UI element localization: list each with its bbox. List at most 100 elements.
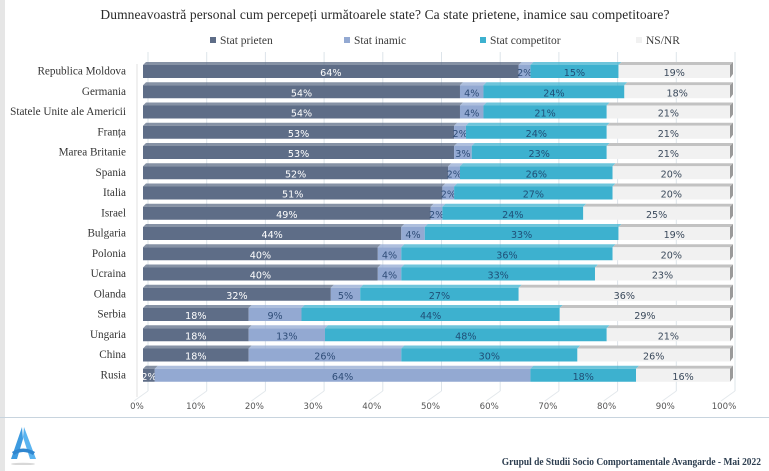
bar-segment-top — [606, 102, 733, 106]
value-label: 36% — [496, 250, 517, 261]
bar-segment-ns-nr — [636, 368, 730, 382]
gridline-floor — [662, 390, 677, 402]
bar-segment-stat-prieten — [143, 328, 249, 342]
bar-segment-top — [624, 82, 733, 86]
bar-segment-top — [612, 183, 733, 187]
bar-segment-stat-competitor — [401, 348, 578, 362]
bar-segment-stat-inamic — [377, 247, 402, 261]
bar-segment-stat-competitor — [459, 166, 613, 180]
category-label: Olanda — [94, 288, 126, 300]
bar-segment-top — [454, 183, 616, 187]
bar-segment-stat-competitor — [471, 146, 607, 159]
bar-segment-top — [618, 62, 733, 65]
bar-segment-stat-prieten — [143, 186, 443, 200]
x-tick-label: 40% — [362, 402, 381, 412]
bar-segment-stat-competitor — [483, 105, 607, 119]
bar-segment-top — [143, 305, 252, 308]
bar-segment-top — [324, 325, 610, 329]
source-credit: Grupul de Studii Socio Comportamentale A… — [501, 457, 761, 468]
bar-segment-stat-prieten — [143, 368, 155, 382]
bar-end-face — [730, 224, 733, 240]
gridline-floor — [427, 390, 442, 402]
value-label: 64% — [332, 372, 353, 383]
bar-segment-stat-inamic — [442, 186, 455, 200]
x-axis-tick-labels: 0% 10% 20% 30% 40% 50% 60% 70% 80% 90% 100% — [130, 402, 736, 412]
value-label: 2% — [441, 190, 456, 201]
left-rail — [0, 0, 5, 471]
category-label: China — [99, 349, 126, 361]
value-label: 3% — [455, 149, 470, 160]
bar-segment-top — [143, 284, 334, 288]
bar-segment-top — [483, 102, 610, 106]
bar-segment-stat-inamic — [248, 308, 302, 321]
value-label: 21% — [658, 331, 679, 342]
bar-segment-top — [448, 163, 463, 167]
value-label: 53% — [288, 149, 309, 160]
bar-row: 53% 2% 24% 21% — [143, 122, 733, 140]
bar-segment-top — [636, 365, 733, 369]
value-label: 21% — [658, 129, 679, 140]
bar-end-face — [730, 163, 733, 180]
value-label: 54% — [291, 109, 312, 120]
bar-segment-top — [143, 244, 381, 248]
bar-segment-stat-inamic — [454, 146, 472, 159]
bar-segment-top — [377, 244, 405, 248]
value-label: 27% — [523, 190, 544, 201]
bar-segment-top — [143, 82, 463, 86]
bar-segment-stat-competitor — [442, 206, 584, 220]
bar-segment-stat-prieten — [143, 287, 331, 301]
legend-label: Stat inamic — [354, 35, 407, 47]
bar-segment-top — [612, 244, 733, 248]
category-label: Marea Britanie — [59, 147, 126, 159]
value-label: 30% — [479, 352, 500, 363]
category-label: Ungaria — [90, 329, 126, 341]
bar-segment-top — [577, 345, 733, 349]
bar-segment-stat-prieten — [143, 146, 455, 159]
bar-segment-top — [143, 183, 446, 187]
value-label: 20% — [661, 250, 682, 261]
category-label: Statele Unite ale Americii — [10, 106, 126, 118]
value-label: 21% — [534, 109, 555, 120]
bar-segment-top — [454, 122, 469, 126]
bar-segment-top — [530, 62, 622, 65]
bar-segment-stat-competitor — [401, 247, 613, 261]
bar-end-face — [730, 62, 733, 78]
bar-segment-ns-nr — [606, 105, 730, 119]
bar-segment-ns-nr — [583, 206, 730, 220]
bar-segment-top — [401, 244, 616, 248]
value-label: 53% — [288, 129, 309, 140]
bar-segment-top — [559, 305, 733, 308]
value-label: 21% — [658, 149, 679, 160]
bar-segment-ns-nr — [518, 287, 730, 301]
bars: 64% 2% 15% 19% 54% 4% 24% 18% 54% 4% 21% 21% 53% 2% 24… — [141, 62, 733, 383]
legend-swatch-ns-nr — [636, 37, 642, 43]
bar-segment-top — [401, 224, 428, 227]
bar-segment-ns-nr — [612, 247, 730, 261]
legend-item-stat-competitor: Stat competitor — [480, 35, 561, 47]
value-label: 19% — [664, 230, 685, 241]
value-label: 26% — [314, 352, 335, 363]
value-label: 16% — [672, 372, 693, 383]
bar-segment-top — [143, 163, 452, 167]
category-label: Serbia — [97, 309, 126, 321]
x-tick-label: 30% — [304, 402, 323, 412]
bar-segment-top — [143, 345, 252, 349]
bar-end-face — [730, 345, 733, 362]
bar-segment-stat-inamic — [401, 227, 425, 240]
x-tick-label: 90% — [656, 402, 675, 412]
value-label: 2% — [447, 169, 462, 180]
bar-row: 52% 2% 26% 20% — [143, 163, 733, 180]
category-labels: Republica Moldova Germania Statele Unite a… — [10, 66, 126, 382]
bar-segment-top — [143, 102, 463, 106]
value-label: 54% — [291, 88, 312, 99]
value-label: 24% — [543, 88, 564, 99]
value-label: 26% — [526, 169, 547, 180]
bar-segment-stat-prieten — [143, 166, 449, 180]
bar-segment-top — [471, 143, 610, 146]
value-label: 49% — [276, 210, 297, 221]
bar-segment-stat-inamic — [330, 287, 361, 301]
gridline-floor — [720, 390, 736, 402]
gridline-floor — [544, 390, 560, 402]
gridline-floor — [485, 390, 501, 402]
